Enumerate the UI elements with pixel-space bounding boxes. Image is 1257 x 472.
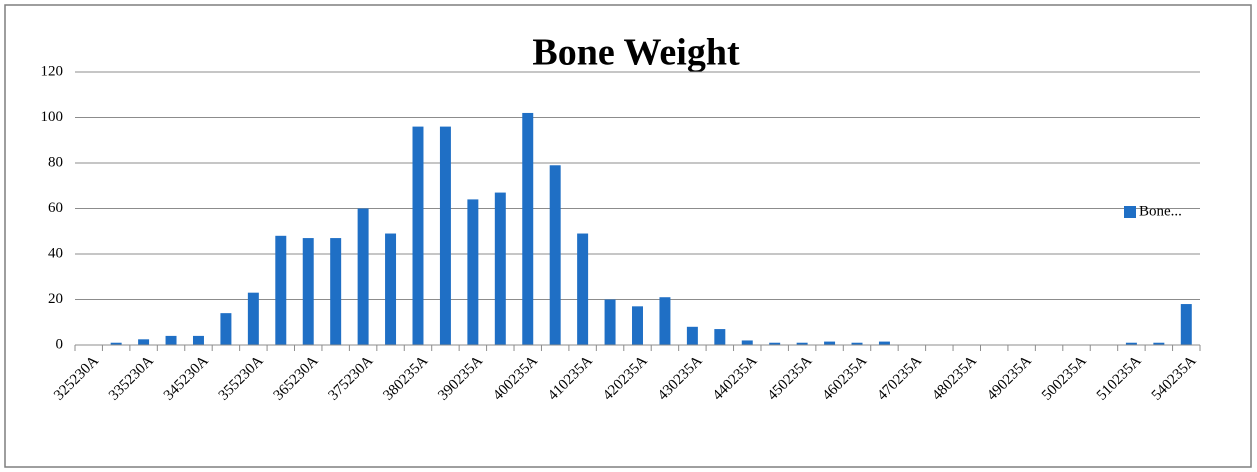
bar bbox=[878, 341, 890, 345]
y-tick-label: 120 bbox=[41, 63, 64, 79]
bar bbox=[741, 340, 753, 345]
bar bbox=[192, 335, 204, 345]
legend-label: Bone... bbox=[1139, 203, 1182, 219]
bar bbox=[632, 306, 643, 345]
bar bbox=[247, 292, 259, 345]
bar bbox=[330, 238, 342, 345]
bar bbox=[1125, 342, 1137, 345]
bar bbox=[604, 299, 616, 345]
bar bbox=[302, 238, 314, 345]
bar bbox=[824, 341, 836, 345]
y-tick-label: 60 bbox=[48, 200, 63, 216]
bar bbox=[851, 342, 863, 345]
bar bbox=[1180, 304, 1192, 345]
chart-border bbox=[4, 4, 1252, 468]
y-tick-label: 40 bbox=[48, 245, 63, 261]
bar bbox=[522, 112, 534, 345]
legend-swatch bbox=[1124, 206, 1136, 218]
bar bbox=[165, 335, 177, 345]
bar bbox=[110, 342, 122, 345]
bar bbox=[577, 233, 589, 345]
chart-title: Bone Weight bbox=[532, 32, 740, 74]
y-tick-label: 20 bbox=[48, 291, 63, 307]
bar bbox=[385, 233, 397, 345]
bar bbox=[467, 199, 479, 345]
bar bbox=[220, 313, 232, 345]
bar bbox=[549, 165, 561, 345]
y-tick-label: 0 bbox=[56, 336, 64, 352]
bar bbox=[275, 235, 287, 345]
bar bbox=[439, 126, 451, 345]
bar bbox=[138, 339, 150, 345]
bar bbox=[659, 297, 671, 345]
bar bbox=[796, 342, 808, 345]
bar bbox=[769, 342, 781, 345]
bar bbox=[357, 208, 369, 345]
bar bbox=[714, 329, 726, 345]
bar bbox=[1153, 342, 1165, 345]
bar bbox=[412, 126, 424, 345]
y-tick-label: 100 bbox=[41, 109, 64, 125]
bar bbox=[494, 192, 506, 345]
y-tick-label: 80 bbox=[48, 154, 63, 170]
bar bbox=[686, 326, 698, 345]
